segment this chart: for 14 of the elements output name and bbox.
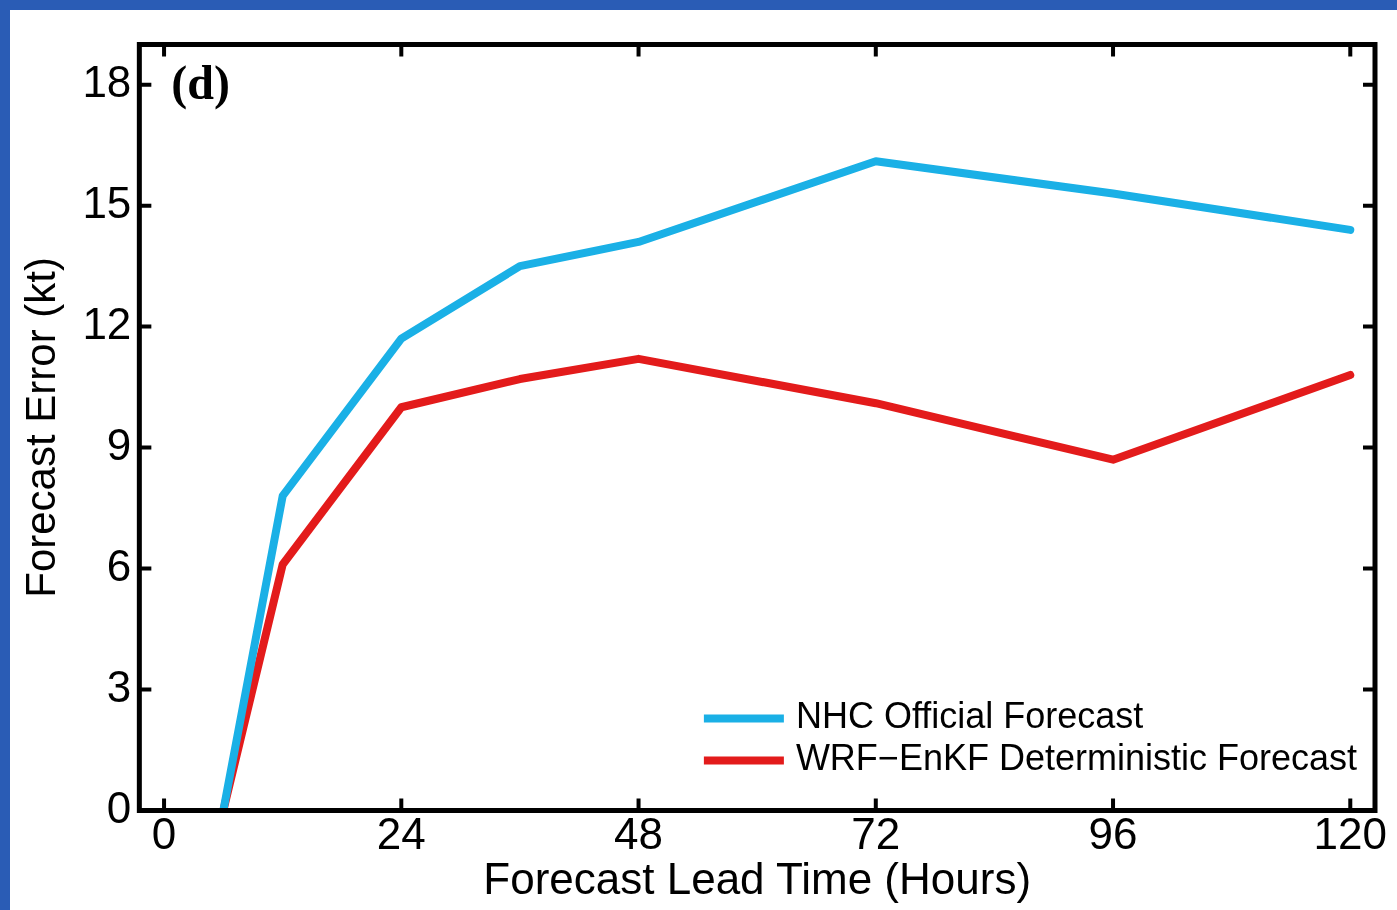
x-tick-label: 96: [1088, 808, 1138, 858]
x-tick-label: 120: [1313, 808, 1387, 858]
annotation: (d): [171, 55, 231, 110]
y-tick-label: 6: [106, 540, 132, 590]
y-tick-label: 3: [106, 661, 132, 711]
x-tick-label: 0: [151, 808, 177, 858]
y-axis-title: Forecast Error (kt): [16, 257, 64, 598]
y-tick-label: 15: [82, 177, 132, 227]
legend-label: NHC Official Forecast: [795, 695, 1144, 737]
legend-label: WRF−EnKF Deterministic Forecast: [795, 737, 1358, 779]
y-tick-label: 18: [82, 56, 132, 106]
x-tick-label: 24: [376, 808, 426, 858]
y-tick-label: 9: [106, 419, 132, 469]
y-tick-label: 12: [82, 298, 132, 348]
